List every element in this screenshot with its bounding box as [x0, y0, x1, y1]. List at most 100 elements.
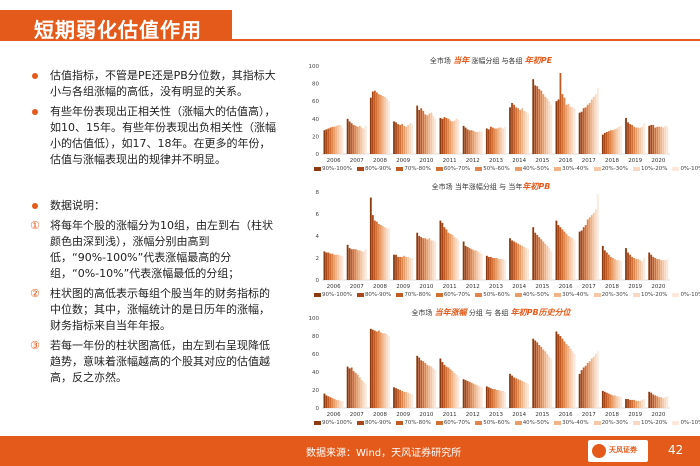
x-tick-label: 2018 — [605, 412, 619, 418]
bar — [447, 367, 450, 408]
bar — [418, 357, 421, 408]
bar — [346, 366, 349, 408]
bullet-dot-icon — [32, 203, 38, 209]
bar — [416, 105, 419, 154]
legend-item: 10%-20% — [633, 292, 667, 298]
bar — [422, 110, 425, 154]
bar — [664, 260, 667, 280]
legend-item: 50%-60% — [475, 292, 510, 298]
bar — [633, 258, 635, 280]
bar — [407, 392, 410, 408]
legend-item: 20%-30% — [593, 420, 628, 426]
x-tick-label: 2010 — [419, 158, 433, 164]
chart-title-part: 分组 与 各组 — [466, 309, 511, 317]
x-tick-label: 2015 — [535, 158, 549, 164]
legend-swatch — [672, 166, 680, 171]
bar — [350, 249, 353, 280]
bar — [430, 366, 433, 408]
chart-legend: 90%-100% 80%-90% 70%-80% 60%-70% 50%-60% 40%-… — [314, 292, 700, 298]
x-tick-label: 2019 — [628, 412, 642, 418]
y-tick-label: 100 — [309, 316, 320, 322]
legend-swatch — [435, 420, 443, 425]
bar — [650, 254, 653, 280]
x-tick-label: 2019 — [628, 284, 642, 290]
x-tick-label: 2017 — [582, 412, 596, 418]
bar — [588, 361, 591, 408]
bar — [601, 245, 604, 280]
bar — [607, 254, 610, 280]
bar — [544, 351, 547, 408]
bar — [384, 333, 386, 408]
bar — [609, 130, 612, 154]
bar — [323, 393, 326, 408]
title-rule — [232, 39, 700, 41]
bar — [371, 215, 374, 280]
bar — [470, 249, 473, 280]
bar — [434, 241, 437, 280]
bar — [348, 248, 351, 280]
bar — [348, 368, 351, 408]
bar — [478, 131, 481, 154]
x-tick-label: 2019 — [628, 158, 642, 164]
bar — [333, 399, 336, 408]
bar — [662, 260, 665, 280]
x-tick-label: 2007 — [350, 158, 364, 164]
bar — [401, 256, 403, 280]
bar — [455, 238, 458, 280]
bar — [485, 386, 488, 408]
bar — [578, 231, 581, 280]
legend-swatch — [554, 292, 562, 297]
x-tick-label: 2012 — [466, 284, 480, 290]
bar — [586, 363, 589, 408]
bar — [502, 128, 504, 154]
bar — [561, 338, 564, 408]
bar — [430, 112, 433, 154]
legend-label: 90%-100% — [322, 166, 352, 172]
bar — [386, 228, 388, 280]
bar — [373, 90, 376, 154]
chart-title-part: 全市场 — [429, 57, 454, 65]
bar — [515, 107, 517, 154]
legend-label: 50%-60% — [483, 292, 510, 298]
bar — [384, 227, 386, 280]
bar — [565, 344, 568, 408]
bar — [511, 375, 513, 408]
bar — [502, 259, 504, 280]
legend-label: 20%-30% — [601, 166, 628, 172]
bar — [540, 346, 543, 408]
bar — [325, 252, 328, 280]
bar — [643, 258, 646, 280]
bar — [534, 85, 537, 154]
bar — [609, 256, 612, 280]
bar — [405, 391, 408, 408]
bar — [656, 126, 659, 154]
legend-swatch — [672, 292, 680, 297]
y-tick-label: 40 — [312, 370, 319, 376]
chart-title: 全市场 当年涨幅分组 与 当年年初PB — [306, 181, 676, 192]
bar — [582, 227, 585, 280]
bar — [540, 90, 543, 154]
bar — [658, 126, 661, 154]
legend-item: 30%-40% — [554, 166, 589, 172]
legend-item: 40%-50% — [514, 292, 549, 298]
bar — [650, 392, 653, 408]
bar — [487, 387, 490, 408]
bar — [384, 96, 386, 154]
bar — [532, 79, 535, 154]
bar — [639, 260, 642, 280]
bar — [401, 390, 403, 408]
bar — [393, 254, 395, 280]
bar — [462, 379, 465, 408]
bar — [478, 252, 481, 280]
x-tick-label: 2011 — [443, 158, 457, 164]
y-tick-label: 0 — [316, 278, 320, 284]
bar — [339, 124, 342, 154]
bar — [491, 127, 494, 154]
bar — [596, 88, 599, 154]
bar — [462, 241, 465, 280]
bar — [476, 385, 479, 408]
legend-swatch — [435, 292, 443, 297]
chart-title: 全市场 当年涨幅 分组 与 各组 年初PB历史分位 — [306, 307, 676, 318]
note-3-text: 若每一年份的柱状图高低，由左到右呈现降低趋势，意味着涨幅越高的个股其对应的估值越… — [50, 339, 270, 384]
note-2: ② 柱状图的高低表示每组个股当年的财务指标的中位数；其中，涨幅统计的是日历年的涨… — [30, 286, 280, 334]
